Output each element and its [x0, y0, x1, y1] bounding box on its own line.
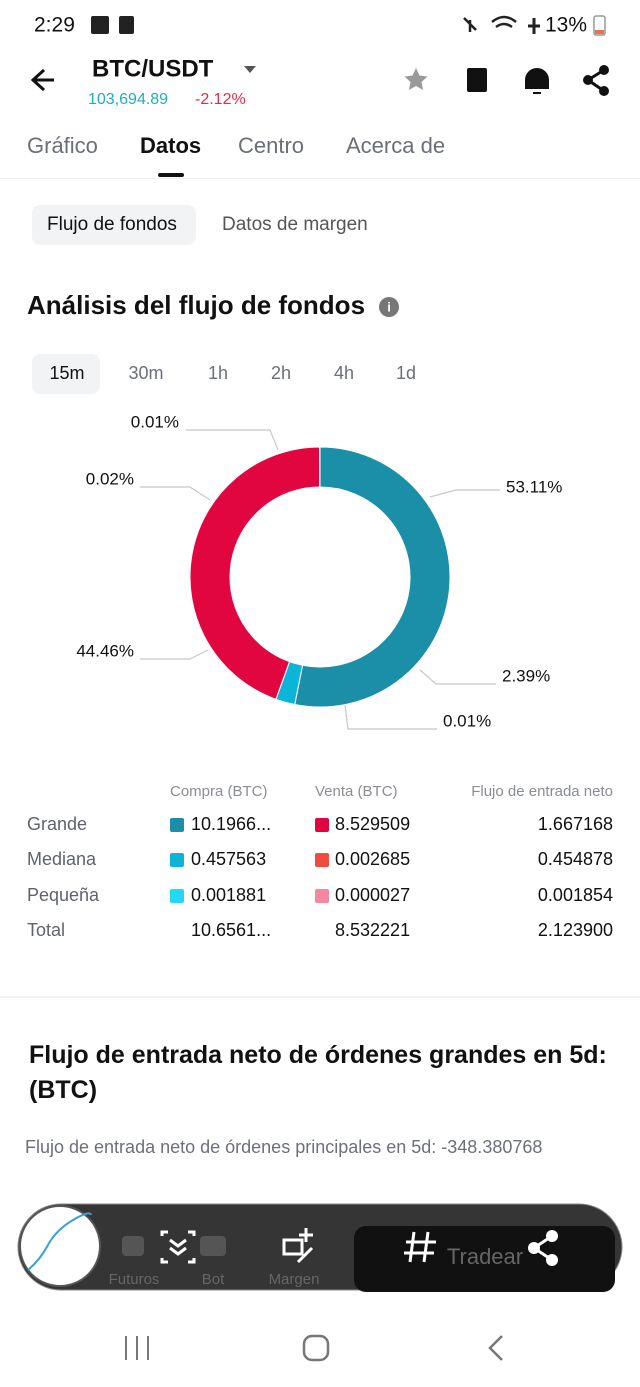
interval[interactable]: 30m	[128, 363, 163, 383]
subtab[interactable]: Flujo de fondos	[47, 214, 177, 235]
sell-value: 8.529509	[335, 814, 410, 834]
row-label: Total	[27, 920, 65, 940]
price: 103,694.89	[88, 91, 168, 108]
swatch	[315, 853, 329, 867]
row-label: Mediana	[27, 849, 97, 869]
share-icon[interactable]	[583, 65, 609, 96]
divider	[0, 996, 640, 998]
interval[interactable]: 2h	[271, 363, 291, 383]
tab[interactable]: Gráfico	[27, 133, 98, 158]
leader-line	[429, 489, 500, 498]
divider	[0, 178, 640, 179]
slice	[294, 446, 451, 708]
battery-text: 13%	[545, 14, 587, 37]
dropdown-icon[interactable]	[244, 66, 256, 73]
bar-item[interactable]: Margen	[269, 1271, 320, 1288]
info-icon[interactable]	[379, 297, 399, 317]
col-header: Flujo de entrada neto	[471, 783, 613, 800]
col-header: Venta (BTC)	[315, 783, 398, 800]
share-fab-icon[interactable]	[528, 1230, 558, 1266]
buy-value: 10.6561...	[191, 920, 271, 940]
large-orders-title: Flujo de entrada neto de órdenes grandes…	[29, 1041, 607, 1104]
slice-label: 2.39%	[502, 666, 550, 685]
swatch	[315, 889, 329, 903]
airplane-icon	[528, 18, 540, 34]
mute-icon	[463, 17, 477, 32]
bot-icon	[200, 1236, 226, 1256]
leader-line	[140, 486, 211, 501]
slice-label: 44.46%	[76, 641, 134, 660]
leader-line	[186, 429, 279, 451]
notes-icon[interactable]	[467, 68, 487, 92]
swatch	[170, 818, 184, 832]
row-label: Grande	[27, 814, 87, 834]
interval-active-bg	[32, 354, 100, 394]
home-button[interactable]	[302, 1334, 330, 1362]
sell-value: 8.532221	[335, 920, 410, 940]
net-value: 2.123900	[538, 920, 613, 940]
tab-indicator	[158, 173, 184, 177]
col-header: Compra (BTC)	[170, 783, 268, 800]
slice-label: 0.01%	[131, 412, 179, 431]
tab[interactable]: Centro	[238, 133, 304, 158]
leader-line	[344, 704, 437, 730]
net-value: 0.001854	[538, 885, 613, 905]
thumbnail[interactable]	[19, 1205, 101, 1287]
futures-icon	[122, 1236, 144, 1256]
slice-label: 53.11%	[506, 477, 562, 496]
bar-item[interactable]: Bot	[202, 1271, 225, 1288]
time: 2:29	[34, 14, 75, 37]
alert-icon	[119, 16, 134, 34]
battery-icon	[593, 15, 606, 36]
alert-bell-icon[interactable]	[525, 68, 549, 94]
summary: Flujo de entrada neto de órdenes princip…	[25, 1137, 542, 1157]
buy-value: 10.1966...	[191, 814, 271, 834]
row-label: Pequeña	[27, 885, 100, 905]
gallery-icon	[91, 16, 109, 34]
back-button[interactable]	[30, 68, 54, 92]
leader-line	[140, 649, 209, 660]
tab[interactable]: Acerca de	[346, 133, 445, 158]
buy-value: 0.457563	[191, 849, 266, 869]
interval[interactable]: 1d	[396, 363, 416, 383]
subtab[interactable]: Datos de margen	[222, 214, 368, 235]
edit-icon[interactable]	[282, 1228, 314, 1264]
back-nav-button[interactable]	[488, 1335, 503, 1361]
scan-icon[interactable]	[160, 1230, 196, 1264]
info-glyph: i	[387, 299, 391, 314]
favorite-icon[interactable]	[404, 68, 428, 90]
section-title: Análisis del flujo de fondos	[27, 290, 365, 320]
change: -2.12%	[195, 91, 246, 108]
wifi-icon	[491, 15, 517, 29]
slice-label: 0.02%	[86, 469, 134, 488]
battery-level	[595, 30, 604, 34]
buy-value: 0.001881	[191, 885, 266, 905]
trade-label[interactable]: Tradear	[447, 1244, 523, 1269]
recents-button[interactable]	[125, 1336, 149, 1360]
interval[interactable]: 15m	[49, 363, 84, 383]
hash-icon[interactable]	[404, 1231, 436, 1263]
slice	[189, 446, 321, 700]
sell-value: 0.000027	[335, 885, 410, 905]
thumbnail-line	[27, 1212, 92, 1271]
net-value: 0.454878	[538, 849, 613, 869]
pair[interactable]: BTC/USDT	[92, 55, 214, 82]
leader-line	[419, 669, 496, 685]
tab[interactable]: Datos	[140, 133, 201, 158]
swatch	[315, 818, 329, 832]
subtab-active-bg	[32, 205, 196, 245]
swatch	[170, 889, 184, 903]
bar-item[interactable]: Futuros	[109, 1271, 160, 1288]
interval[interactable]: 1h	[208, 363, 228, 383]
sell-value: 0.002685	[335, 849, 410, 869]
net-value: 1.667168	[538, 814, 613, 834]
swatch	[170, 853, 184, 867]
slice-label: 0.01%	[443, 711, 491, 730]
interval[interactable]: 4h	[334, 363, 354, 383]
